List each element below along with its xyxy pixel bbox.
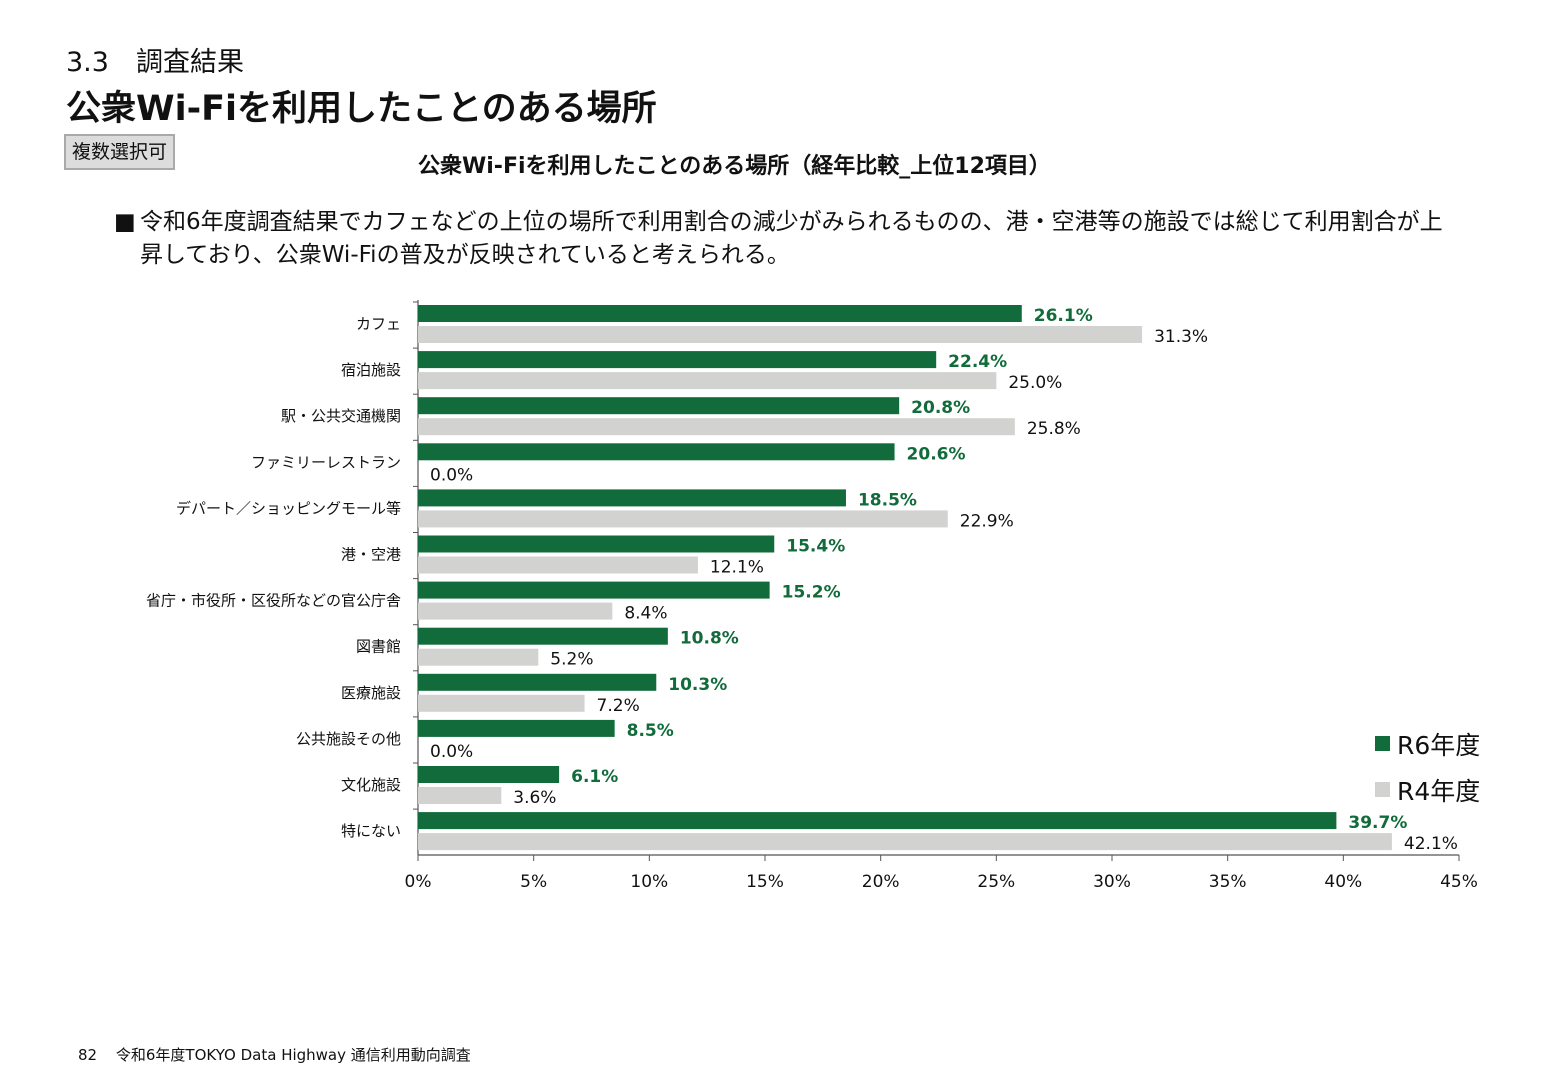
value-label-r6: 8.5% — [627, 721, 674, 741]
value-label-r4: 3.6% — [513, 788, 556, 808]
x-tick-label: 15% — [746, 872, 784, 892]
bar-r6 — [418, 766, 560, 783]
x-tick-label: 20% — [862, 872, 900, 892]
value-label-r4: 0.0% — [430, 465, 473, 485]
chart-title: 公衆Wi-Fiを利用したことのある場所（経年比較_上位12項目） — [418, 154, 1051, 179]
category-label: 港・空港 — [341, 546, 401, 564]
x-tick-label: 0% — [405, 872, 432, 892]
bar-r6 — [418, 351, 937, 369]
legend-label: R6年度 — [1397, 731, 1480, 760]
value-label-r6: 22.4% — [948, 352, 1007, 372]
footer: 82 令和6年度TOKYO Data Highway 通信利用動向調査 — [78, 1044, 471, 1065]
bar-r4 — [418, 694, 585, 712]
bar-r4 — [418, 787, 502, 804]
category-label: 駅・公共交通機関 — [281, 407, 401, 425]
bar-r4 — [418, 418, 1015, 436]
bar-r6 — [418, 719, 615, 737]
x-tick-label: 25% — [977, 872, 1015, 892]
value-label-r4: 22.9% — [960, 511, 1014, 531]
bar-r6 — [418, 397, 900, 415]
category-label: 文化施設 — [341, 776, 401, 794]
category-label: 宿泊施設 — [341, 361, 401, 379]
value-label-r6: 26.1% — [1034, 306, 1093, 326]
footer-text: 令和6年度TOKYO Data Highway 通信利用動向調査 — [115, 1046, 471, 1064]
value-label-r4: 25.0% — [1008, 373, 1062, 393]
category-label: カフェ — [356, 315, 401, 333]
category-label: 図書館 — [356, 638, 401, 656]
category-label: デパート／ショッピングモール等 — [176, 499, 401, 517]
legend-swatch — [1375, 736, 1390, 751]
bar-r6 — [418, 627, 668, 645]
x-tick-label: 30% — [1093, 872, 1131, 892]
value-label-r4: 12.1% — [710, 558, 764, 578]
value-label-r6: 6.1% — [571, 767, 618, 787]
bar-r6 — [418, 812, 1337, 830]
bar-r4 — [418, 510, 948, 528]
bar-r6 — [418, 443, 895, 461]
multi-select-badge: 複数選択可 — [64, 134, 176, 170]
x-tick-label: 45% — [1440, 872, 1478, 892]
bar-r4 — [418, 833, 1392, 851]
value-label-r4: 31.3% — [1154, 327, 1208, 347]
x-tick-label: 40% — [1324, 872, 1362, 892]
value-label-r6: 15.4% — [786, 537, 845, 557]
bar-r6 — [418, 305, 1022, 322]
legend-swatch — [1375, 782, 1390, 797]
bar-r4 — [418, 556, 698, 574]
bar-r6 — [418, 673, 657, 691]
x-tick-label: 35% — [1209, 872, 1247, 892]
value-label-r4: 42.1% — [1404, 834, 1458, 854]
bar-r4 — [418, 372, 997, 390]
square-bullet-icon: ■ — [114, 209, 136, 235]
category-label: 省庁・市役所・区役所などの官公庁舎 — [146, 592, 401, 610]
bar-r6 — [418, 489, 846, 507]
bar-r4 — [418, 326, 1143, 343]
value-label-r6: 15.2% — [782, 583, 841, 603]
summary-paragraph: ■ 令和6年度調査結果でカフェなどの上位の場所で利用割合の減少がみられるものの、… — [114, 206, 1464, 272]
x-tick-label: 5% — [520, 872, 547, 892]
category-label: 医療施設 — [341, 684, 401, 702]
page-title: 公衆Wi-Fiを利用したことのある場所 — [66, 89, 657, 129]
value-label-r6: 20.6% — [907, 444, 966, 464]
value-label-r4: 7.2% — [597, 696, 640, 716]
value-label-r4: 0.0% — [430, 742, 473, 762]
value-label-r6: 18.5% — [858, 490, 917, 510]
x-tick-label: 10% — [630, 872, 668, 892]
bar-r4 — [418, 602, 613, 620]
value-label-r6: 10.8% — [680, 629, 739, 649]
bar-r4 — [418, 648, 539, 666]
value-label-r4: 25.8% — [1027, 419, 1081, 439]
summary-text: 令和6年度調査結果でカフェなどの上位の場所で利用割合の減少がみられるものの、港・… — [140, 209, 1443, 268]
bar-r6 — [418, 581, 770, 599]
bar-r6 — [418, 535, 775, 553]
section-label: 3.3 調査結果 — [66, 47, 244, 78]
legend-label: R4年度 — [1397, 777, 1480, 806]
value-label-r4: 5.2% — [550, 650, 593, 670]
value-label-r6: 10.3% — [668, 675, 727, 695]
category-label: ファミリーレストラン — [251, 453, 401, 471]
category-label: 公共施設その他 — [296, 730, 401, 748]
value-label-r6: 20.8% — [911, 398, 970, 418]
value-label-r4: 8.4% — [624, 604, 667, 624]
category-label: 特にない — [341, 822, 401, 840]
value-label-r6: 39.7% — [1348, 813, 1407, 833]
page-number: 82 — [78, 1046, 98, 1064]
